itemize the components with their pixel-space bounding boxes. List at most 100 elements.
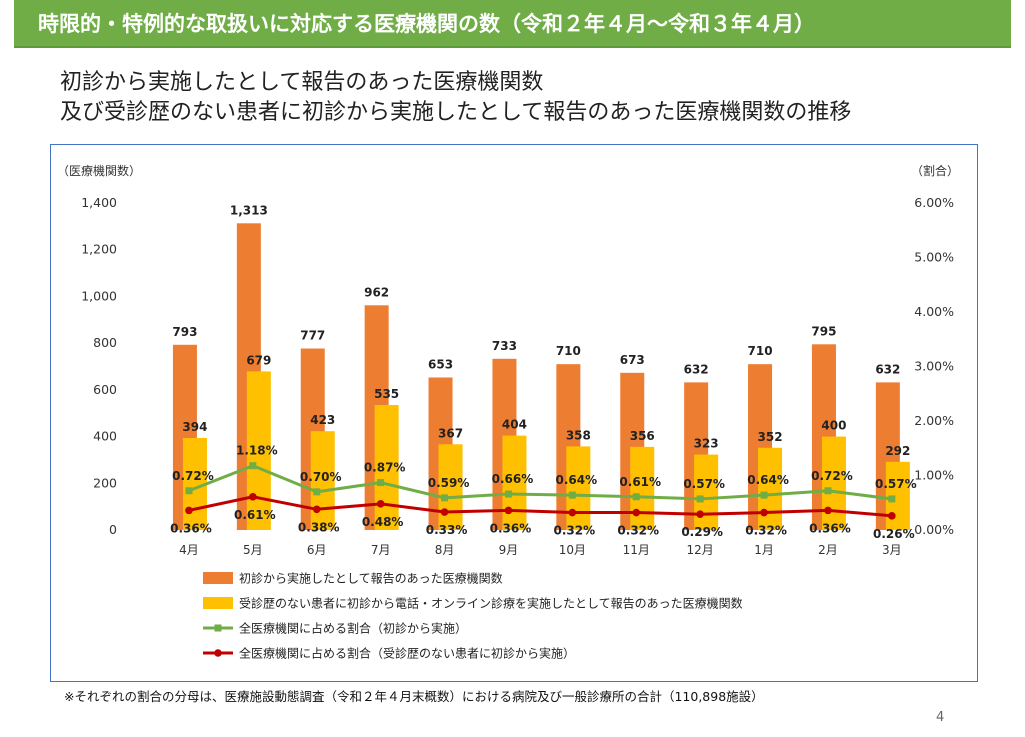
bar-first-visit-label: 1,313 (230, 203, 268, 217)
y-left-axis-title: （医療機関数） (57, 163, 141, 178)
bar-no-history (566, 446, 591, 530)
ratio-first-visit-label: 0.66% (492, 472, 534, 486)
ratio-first-visit-marker (504, 490, 512, 498)
ratio-no-history-marker (312, 505, 321, 514)
bar-no-history-label: 367 (438, 426, 463, 440)
ratio-no-history-marker (632, 508, 641, 517)
bar-first-visit-label: 710 (748, 344, 773, 358)
ratio-no-history-label: 0.48% (362, 515, 404, 529)
ratio-first-visit-marker (441, 494, 449, 502)
bar-no-history (438, 444, 463, 530)
ratio-first-visit-label: 0.64% (556, 473, 598, 487)
x-category-label: 3月 (882, 543, 902, 557)
bar-no-history (694, 454, 719, 530)
ratio-no-history-label: 0.29% (681, 525, 723, 539)
ratio-first-visit-label: 1.18% (236, 444, 278, 458)
x-category-label: 5月 (243, 543, 263, 557)
chart-subtitle-line-2: 及び受診歴のない患者に初診から実施したとして報告のあった医療機関数の推移 (60, 100, 852, 125)
ratio-no-history-marker (504, 506, 513, 515)
footnote: ※それぞれの割合の分母は、医療施設動態調査（令和２年４月末概数）における病院及び… (64, 689, 764, 704)
bar-first-visit-label: 793 (172, 325, 197, 339)
ratio-no-history-marker (376, 500, 385, 508)
bar-first-visit-label: 962 (364, 285, 389, 299)
ratio-no-history-marker (249, 492, 257, 501)
x-category-label: 8月 (435, 543, 455, 557)
y-left-tick-label: 1,000 (81, 288, 117, 303)
ratio-first-visit-label: 0.57% (683, 477, 725, 491)
page-number: 4 (936, 710, 945, 725)
ratio-no-history-label: 0.36% (490, 521, 532, 535)
y-left-tick-label: 400 (93, 429, 117, 444)
bar-no-history (758, 447, 783, 530)
ratio-first-visit-label: 0.64% (747, 473, 789, 487)
x-category-label: 2月 (818, 543, 838, 557)
y-left-tick-label: 1,200 (81, 242, 117, 257)
bar-no-history (821, 436, 846, 530)
bar-first-visit-label: 673 (620, 353, 645, 367)
bar-first-visit-label: 733 (492, 339, 517, 353)
ratio-no-history-marker (185, 506, 193, 515)
ratio-first-visit-marker (185, 487, 193, 495)
bar-first-visit-label: 710 (556, 344, 581, 358)
bar-no-history-label: 423 (310, 413, 335, 427)
bar-first-visit-label: 632 (875, 362, 900, 376)
y-right-tick-label: 3.00% (914, 359, 954, 374)
x-category-label: 11月 (623, 543, 650, 557)
ratio-first-visit-marker (760, 491, 768, 499)
ratio-first-visit-label: 0.72% (811, 469, 853, 483)
bar-no-history-label: 535 (374, 387, 399, 401)
y-left-tick-label: 0 (109, 522, 117, 537)
ratio-no-history-label: 0.32% (745, 524, 787, 538)
ratio-first-visit-marker (696, 495, 704, 503)
ratio-no-history-marker (760, 508, 768, 517)
ratio-first-visit-label: 0.87% (364, 461, 406, 475)
bar-no-history (630, 446, 655, 530)
ratio-no-history-label: 0.26% (873, 527, 915, 541)
slide-title: 時限的・特例的な取扱いに対応する医療機関の数（令和２年４月～令和３年４月） (38, 12, 815, 36)
legend-label: 全医療機関に占める割合（初診から実施） (239, 621, 467, 636)
bar-no-history-label: 394 (182, 420, 207, 434)
x-category-label: 1月 (754, 543, 774, 557)
ratio-no-history-marker (440, 508, 449, 516)
chart-subtitle-line-1: 初診から実施したとして報告のあった医療機関数 (60, 70, 544, 95)
x-category-label: 7月 (371, 543, 391, 557)
ratio-first-visit-marker (888, 495, 896, 503)
bar-no-history (374, 405, 399, 530)
bar-no-history-label: 352 (758, 430, 783, 444)
ratio-no-history-label: 0.33% (426, 523, 468, 537)
x-category-label: 9月 (499, 543, 519, 557)
bar-first-visit-label: 777 (300, 329, 325, 343)
chart-frame: （医療機関数） （割合） 0 200 400 600 800 1,000 1,200 1,400 0… (50, 144, 978, 682)
legend-swatch (203, 597, 233, 609)
x-category-label: 12月 (687, 543, 714, 557)
bar-first-visit-label: 632 (684, 362, 709, 376)
x-category-label: 10月 (559, 543, 586, 557)
ratio-first-visit-line (188, 464, 893, 501)
y-left-tick-label: 600 (93, 382, 117, 397)
ratio-no-history-marker (888, 512, 896, 520)
bar-no-history (502, 435, 527, 530)
bar-first-visit-label: 653 (428, 357, 453, 371)
legend-marker (214, 649, 222, 657)
ratio-no-history-label: 0.36% (170, 521, 212, 535)
y-right-tick-label: 0.00% (914, 522, 954, 537)
ratio-first-visit-label: 0.57% (875, 477, 917, 491)
y-right-tick-label: 1.00% (914, 468, 954, 483)
ratio-no-history-marker (824, 506, 832, 515)
y-right-tick-label: 5.00% (914, 250, 954, 265)
bar-no-history-label: 356 (630, 429, 655, 443)
ratio-first-visit-marker (824, 487, 832, 495)
bar-no-history-label: 404 (502, 418, 527, 432)
ratio-first-visit-marker (313, 488, 321, 496)
legend-label: 受診歴のない患者に初診から電話・オンライン診療を実施したとして報告のあった医療機… (239, 596, 743, 611)
y-right-tick-label: 6.00% (914, 195, 954, 210)
ratio-first-visit-marker (377, 479, 385, 487)
slide-header: 時限的・特例的な取扱いに対応する医療機関の数（令和２年４月～令和３年４月） (14, 0, 1011, 48)
y-left-tick-label: 200 (93, 475, 117, 490)
ratio-first-visit-marker (632, 493, 640, 501)
x-category-label: 4月 (179, 543, 199, 557)
bar-no-history-label: 679 (246, 353, 271, 367)
y-right-tick-label: 2.00% (914, 413, 954, 428)
bar-no-history-label: 292 (885, 444, 910, 458)
ratio-no-history-label: 0.38% (298, 520, 340, 534)
